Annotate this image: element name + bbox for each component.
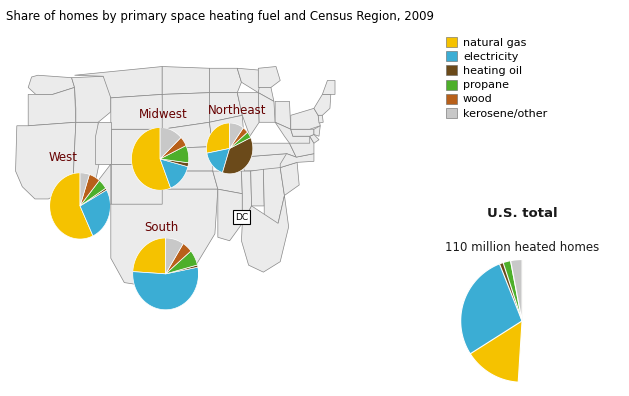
- Polygon shape: [111, 189, 218, 287]
- Polygon shape: [209, 115, 245, 157]
- Polygon shape: [28, 75, 75, 94]
- Polygon shape: [460, 259, 522, 382]
- Text: U.S. total: U.S. total: [487, 207, 557, 220]
- Legend: natural gas, electricity, heating oil, propane, wood, kerosene/other: natural gas, electricity, heating oil, p…: [447, 37, 547, 118]
- Polygon shape: [160, 159, 188, 188]
- Polygon shape: [73, 122, 99, 185]
- Polygon shape: [242, 154, 296, 171]
- Polygon shape: [162, 147, 213, 171]
- Polygon shape: [242, 196, 289, 272]
- Polygon shape: [131, 128, 170, 190]
- Polygon shape: [28, 88, 76, 126]
- Polygon shape: [237, 68, 260, 93]
- Polygon shape: [80, 173, 89, 206]
- Polygon shape: [499, 259, 522, 321]
- Polygon shape: [259, 67, 281, 88]
- Polygon shape: [309, 135, 319, 143]
- Polygon shape: [80, 190, 110, 236]
- Polygon shape: [242, 171, 252, 223]
- Polygon shape: [133, 238, 165, 274]
- Polygon shape: [80, 174, 99, 206]
- Polygon shape: [264, 168, 284, 223]
- Polygon shape: [160, 128, 181, 159]
- Polygon shape: [511, 259, 522, 321]
- Polygon shape: [206, 123, 230, 153]
- Polygon shape: [209, 68, 242, 93]
- Text: South: South: [145, 221, 179, 234]
- Polygon shape: [318, 115, 323, 123]
- Polygon shape: [162, 122, 213, 148]
- Polygon shape: [209, 93, 242, 122]
- Polygon shape: [80, 188, 107, 206]
- Polygon shape: [218, 189, 242, 241]
- Polygon shape: [242, 143, 296, 157]
- Polygon shape: [323, 80, 335, 94]
- Polygon shape: [511, 259, 522, 321]
- Polygon shape: [230, 123, 243, 148]
- Polygon shape: [80, 181, 106, 206]
- Polygon shape: [165, 238, 183, 274]
- Polygon shape: [162, 67, 209, 94]
- Polygon shape: [460, 259, 522, 354]
- Text: Midwest: Midwest: [139, 108, 188, 120]
- Polygon shape: [291, 109, 320, 129]
- Polygon shape: [314, 94, 331, 115]
- Polygon shape: [230, 132, 250, 148]
- Polygon shape: [281, 154, 314, 168]
- Polygon shape: [160, 159, 189, 167]
- Polygon shape: [75, 67, 162, 98]
- Polygon shape: [207, 148, 230, 173]
- Text: Northeast: Northeast: [208, 104, 266, 117]
- Polygon shape: [503, 259, 522, 321]
- Polygon shape: [111, 94, 163, 129]
- Text: West: West: [48, 151, 77, 164]
- Polygon shape: [230, 128, 247, 148]
- Polygon shape: [281, 162, 299, 196]
- Polygon shape: [162, 93, 209, 129]
- Polygon shape: [165, 244, 191, 274]
- Polygon shape: [162, 171, 218, 189]
- Polygon shape: [213, 171, 242, 194]
- Polygon shape: [165, 251, 198, 274]
- Polygon shape: [259, 88, 274, 101]
- Polygon shape: [259, 93, 275, 122]
- Polygon shape: [160, 145, 189, 163]
- Polygon shape: [291, 129, 314, 136]
- Polygon shape: [251, 169, 264, 206]
- Text: DC: DC: [235, 213, 248, 222]
- Polygon shape: [111, 164, 163, 204]
- Polygon shape: [95, 122, 111, 164]
- Polygon shape: [237, 93, 259, 136]
- Text: 110 million heated homes: 110 million heated homes: [445, 241, 599, 254]
- Polygon shape: [275, 122, 309, 143]
- Polygon shape: [165, 265, 198, 274]
- Polygon shape: [133, 267, 199, 310]
- Polygon shape: [72, 76, 111, 122]
- Text: Share of homes by primary space heating fuel and Census Region, 2009: Share of homes by primary space heating …: [6, 10, 434, 23]
- Polygon shape: [160, 137, 186, 159]
- Polygon shape: [16, 122, 76, 199]
- Polygon shape: [50, 173, 93, 239]
- Polygon shape: [111, 129, 163, 164]
- Polygon shape: [275, 101, 291, 129]
- Polygon shape: [73, 164, 111, 206]
- Polygon shape: [289, 136, 314, 157]
- Polygon shape: [223, 137, 253, 174]
- Polygon shape: [314, 126, 320, 136]
